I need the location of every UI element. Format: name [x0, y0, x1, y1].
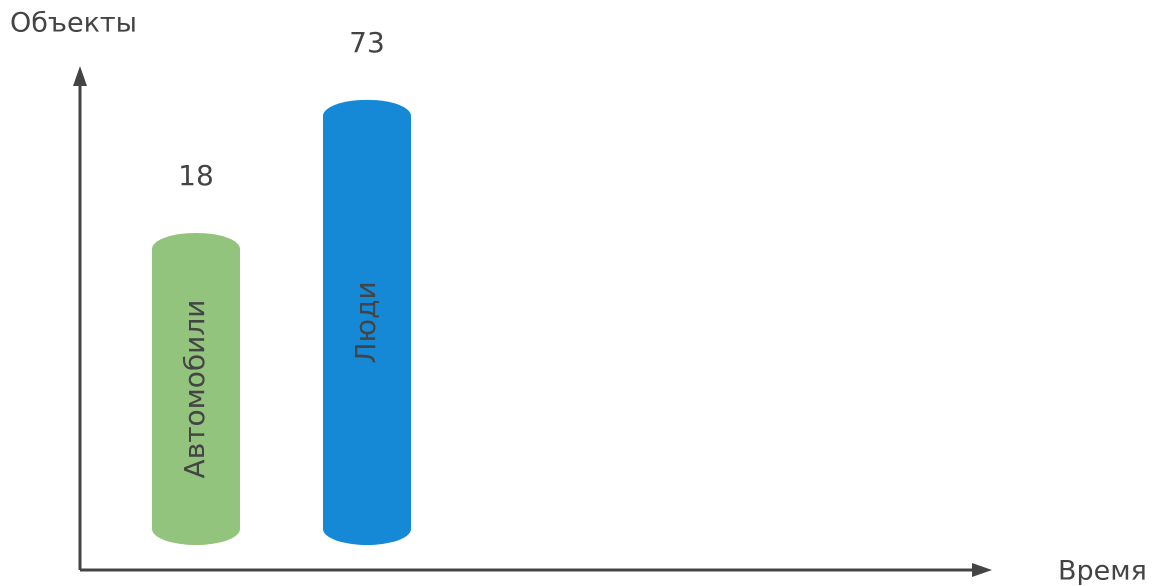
bar	[323, 99, 411, 545]
value-label: 18	[178, 159, 214, 192]
category-label: Автомобили	[178, 300, 211, 479]
category-label: Люди	[349, 281, 382, 363]
bar	[152, 232, 240, 545]
value-label: 73	[349, 26, 385, 59]
y-axis-arrow	[73, 66, 87, 86]
x-axis-label: Время	[1058, 556, 1147, 586]
y-axis-label: Объекты	[10, 8, 137, 39]
x-axis-arrow	[972, 563, 992, 577]
